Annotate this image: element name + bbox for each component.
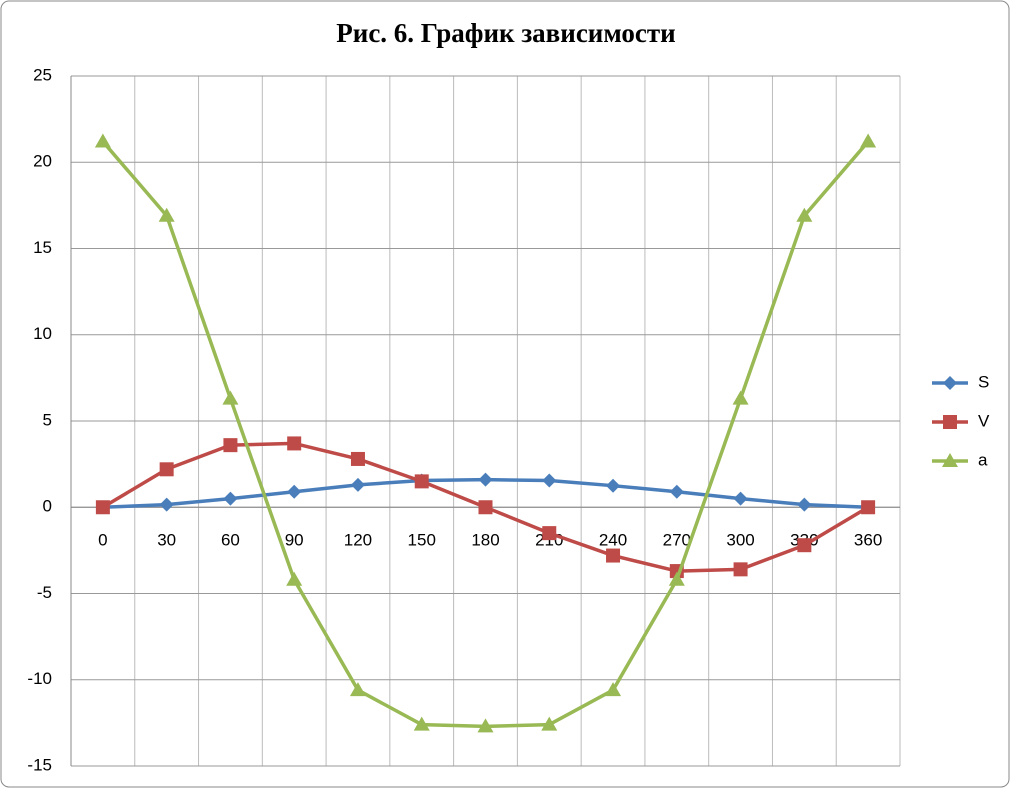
data-point — [414, 474, 429, 489]
data-point — [542, 473, 557, 488]
data-point — [287, 436, 302, 451]
data-point — [95, 500, 110, 515]
data-point — [733, 562, 748, 577]
data-point — [477, 718, 494, 733]
data-point — [797, 497, 812, 512]
legend-label: V — [978, 411, 990, 430]
y-tick-label: -5 — [37, 583, 52, 602]
data-point — [860, 133, 877, 148]
x-tick-label: 300 — [726, 531, 754, 550]
data-point — [287, 484, 302, 499]
data-point — [478, 500, 493, 515]
data-point — [542, 526, 557, 541]
x-tick-label: 90 — [285, 531, 304, 550]
data-point — [286, 571, 303, 586]
x-tick-label: 180 — [471, 531, 499, 550]
legend-label: a — [978, 450, 988, 469]
legend-marker — [942, 453, 958, 467]
y-tick-label: 0 — [43, 497, 52, 516]
data-point — [222, 390, 239, 405]
data-point — [732, 390, 749, 405]
data-point — [605, 682, 622, 697]
data-point — [223, 438, 238, 453]
data-point — [733, 491, 748, 506]
data-point — [861, 500, 876, 515]
legend-label: S — [978, 372, 989, 391]
y-tick-label: -15 — [27, 755, 52, 774]
data-point — [541, 716, 558, 731]
y-tick-label: 5 — [43, 410, 52, 429]
data-point — [94, 133, 111, 148]
data-point — [349, 682, 366, 697]
data-point — [159, 497, 174, 512]
legend-marker — [943, 415, 957, 429]
data-point — [350, 451, 365, 466]
data-point — [797, 538, 812, 553]
chart-title: Рис. 6. График зависимости — [336, 18, 675, 48]
data-point — [223, 491, 238, 506]
x-tick-label: 0 — [98, 531, 107, 550]
y-tick-label: 15 — [33, 238, 52, 257]
data-point — [350, 477, 365, 492]
data-point — [669, 484, 684, 499]
data-point — [413, 716, 430, 731]
x-tick-label: 120 — [344, 531, 372, 550]
x-tick-label: 270 — [663, 531, 691, 550]
x-tick-label: 240 — [599, 531, 627, 550]
x-tick-label: 150 — [408, 531, 436, 550]
y-tick-label: 10 — [33, 324, 52, 343]
y-tick-label: 20 — [33, 152, 52, 171]
data-point — [796, 207, 813, 222]
x-tick-label: 360 — [854, 531, 882, 550]
x-tick-label: 30 — [157, 531, 176, 550]
legend-marker — [943, 376, 957, 390]
x-tick-label: 60 — [221, 531, 240, 550]
data-point — [606, 548, 621, 563]
data-point — [606, 478, 621, 493]
y-tick-label: 25 — [33, 65, 52, 84]
data-point — [158, 207, 175, 222]
data-point — [159, 462, 174, 477]
data-point — [478, 472, 493, 487]
data-point — [668, 571, 685, 586]
y-tick-label: -10 — [27, 669, 52, 688]
